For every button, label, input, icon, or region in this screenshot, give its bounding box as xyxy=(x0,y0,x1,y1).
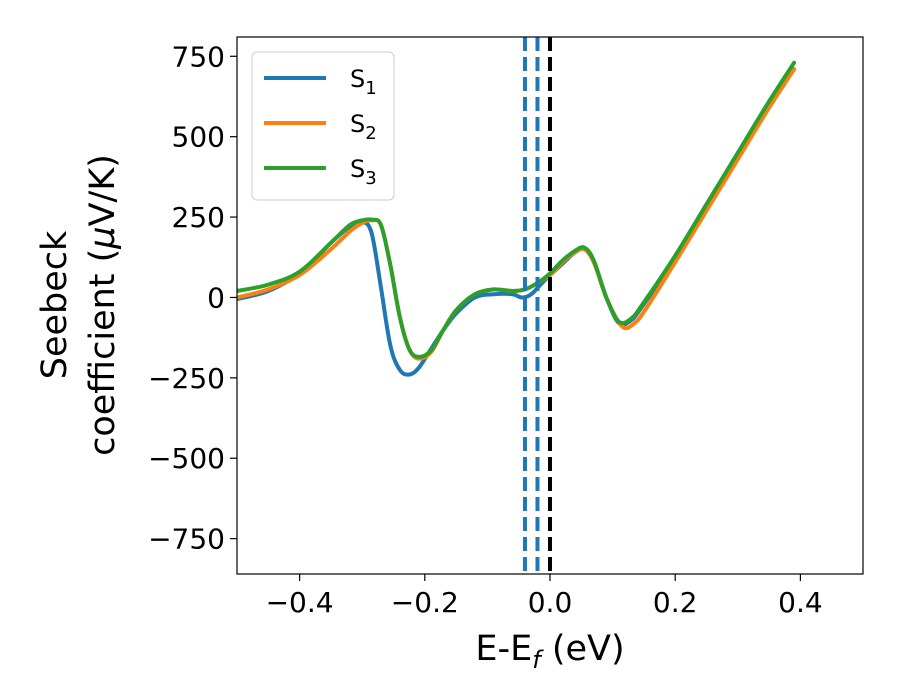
y-tick-label: −250 xyxy=(148,362,225,395)
reference-lines xyxy=(522,37,552,574)
y-tick-label: −750 xyxy=(148,523,225,556)
series-line-s3 xyxy=(237,60,797,359)
y-tick-label: 750 xyxy=(172,40,225,73)
legend-label-s3: S3 xyxy=(350,155,377,189)
legend-box xyxy=(251,51,395,201)
y-tick-label: 0 xyxy=(207,281,225,314)
x-tick-label: −0.4 xyxy=(266,586,334,619)
x-tick-label: 0.4 xyxy=(778,586,823,619)
y-tick-label: 500 xyxy=(172,121,225,154)
series-lines xyxy=(237,60,797,377)
y-axis-title-line2: coefficient (μV/K) xyxy=(83,154,123,456)
y-tick-label: −500 xyxy=(148,442,225,475)
x-tick-label: −0.2 xyxy=(391,586,459,619)
x-tick-label: 0.0 xyxy=(528,586,573,619)
x-axis-title: E-Ef (eV) xyxy=(475,629,624,674)
legend: S1 S2 S3 xyxy=(251,51,395,201)
y-axis-ticks: 750 500 250 0 −250 −500 −750 xyxy=(148,40,237,556)
y-tick-label: 250 xyxy=(172,201,225,234)
y-axis-title-line1: Seebeck xyxy=(35,230,75,379)
legend-label-s2: S2 xyxy=(350,110,377,144)
x-tick-label: 0.2 xyxy=(653,586,698,619)
legend-label-s1: S1 xyxy=(350,65,377,99)
x-axis-ticks: −0.4 −0.2 0.0 0.2 0.4 xyxy=(266,574,823,619)
